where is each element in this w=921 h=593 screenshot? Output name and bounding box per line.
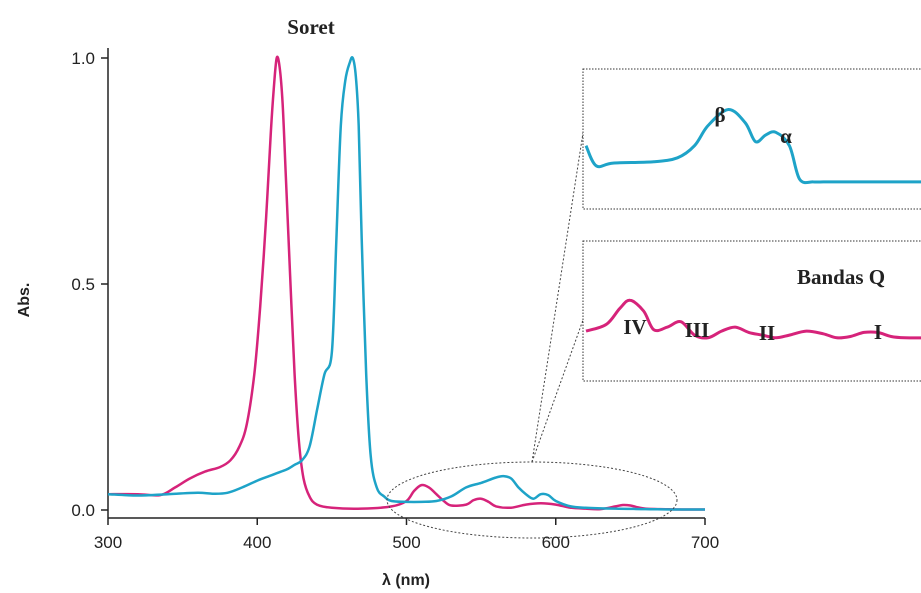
band-i-label: I (874, 320, 882, 344)
y-tick-label: 1.0 (71, 49, 95, 68)
x-tick-label: 300 (94, 533, 122, 552)
y-ticks: 0.0 0.5 1.0 (71, 49, 108, 520)
inset-bottom-line (585, 298, 921, 340)
x-tick-label: 600 (542, 533, 570, 552)
x-tick-label: 500 (392, 533, 420, 552)
band-ii-label: II (759, 321, 775, 345)
bandas-q-label: Bandas Q (797, 265, 885, 289)
x-tick-label: 400 (243, 533, 271, 552)
inset-top-line (584, 108, 921, 185)
y-tick-label: 0.5 (71, 275, 95, 294)
x-axis-title: λ (nm) (382, 572, 430, 589)
zoom-connector-top (531, 132, 584, 463)
y-axis-title: Abs. (16, 283, 33, 318)
series-layer (107, 55, 706, 511)
y-tick-label: 0.0 (71, 501, 95, 520)
soret-label: Soret (287, 15, 334, 39)
beta-label: β (714, 103, 725, 127)
inset-bottom-frame (582, 240, 921, 382)
x-ticks: 300 400 500 600 700 (94, 518, 719, 552)
series-line-2 (107, 55, 706, 511)
inset-bottom: Bandas Q IV III II I (582, 240, 921, 382)
zoom-connector-bottom (531, 319, 584, 463)
alpha-label: α (780, 124, 792, 148)
x-tick-label: 700 (691, 533, 719, 552)
q-band-zoom-ellipse (386, 461, 678, 539)
band-iv-label: IV (623, 315, 646, 339)
inset-top: β α (582, 68, 921, 210)
band-iii-label: III (685, 318, 710, 342)
